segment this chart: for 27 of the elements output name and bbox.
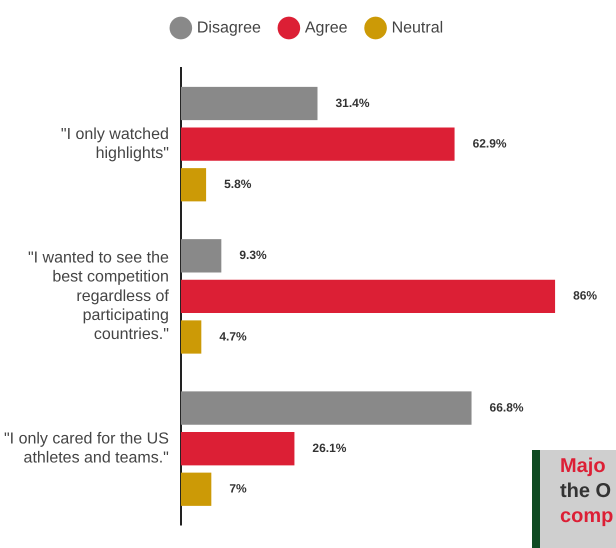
text: comp	[560, 504, 614, 529]
data-label: 66.8%	[490, 400, 524, 414]
legend-label: Agree	[304, 19, 348, 36]
bar	[180, 127, 455, 161]
data-label: 62.9%	[472, 136, 507, 150]
bar	[180, 86, 318, 120]
data-label: 4.7%	[219, 329, 247, 344]
bar	[180, 239, 222, 272]
bar	[180, 432, 294, 466]
data-label: 7%	[229, 482, 247, 496]
bar	[180, 280, 556, 314]
bar	[180, 320, 202, 354]
bar	[180, 168, 206, 202]
text: the O	[560, 479, 612, 504]
bar	[180, 472, 212, 506]
text: Majo	[560, 454, 607, 479]
y-tick-label: "I only cared for the US athletes and teams."	[4, 430, 169, 467]
legend-label: Neutral	[392, 19, 444, 36]
data-label: 31.4%	[336, 96, 370, 110]
data-label: 26.1%	[312, 440, 347, 455]
legend-label: Disagree	[196, 19, 261, 36]
y-tick-label: "I only watched highlights"	[60, 126, 169, 162]
data-label: 86%	[573, 288, 598, 303]
data-label: 5.8%	[224, 177, 252, 192]
data-label: 9.3%	[239, 248, 268, 262]
y-tick-label: "I wanted to see the best competition regardless of participating countries."	[28, 249, 170, 344]
bar	[180, 391, 472, 425]
